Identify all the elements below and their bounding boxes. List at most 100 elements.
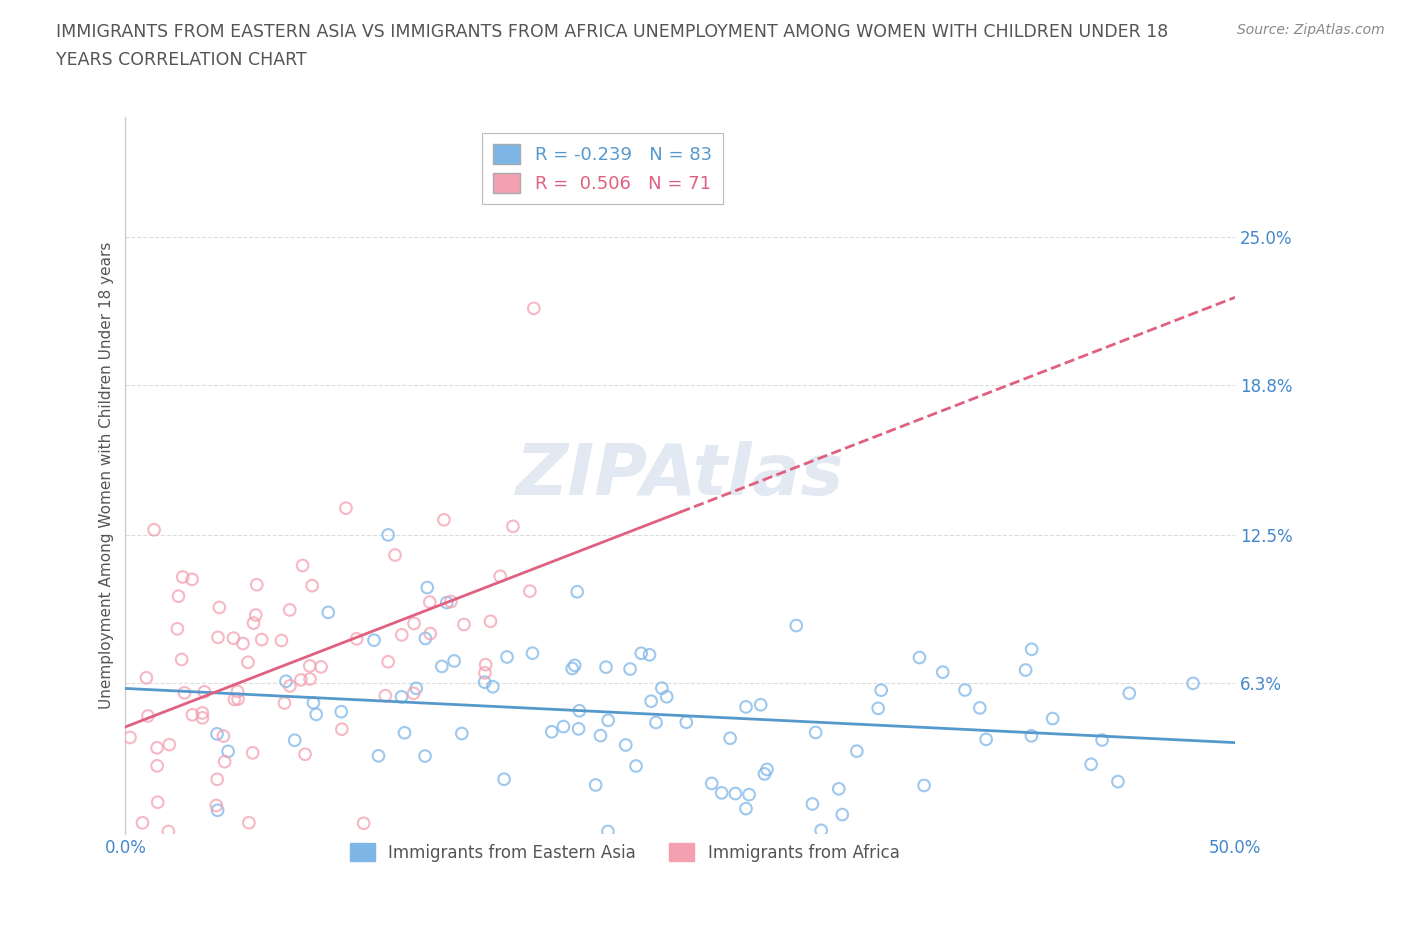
Point (222, 631, 245, 645)
Point (474, 675, 496, 690)
Point (377, 655, 399, 670)
Point (969, 700, 991, 715)
Point (217, 744, 239, 759)
Point (172, 569, 194, 584)
Point (868, 701, 890, 716)
Point (330, 704, 353, 719)
Point (226, 684, 249, 698)
Point (482, 679, 505, 694)
Point (238, 816, 260, 830)
Point (756, 762, 779, 777)
Y-axis label: Unemployment Among Women with Children Under 18 years: Unemployment Among Women with Children U… (100, 242, 114, 710)
Point (191, 706, 214, 721)
Point (250, 632, 273, 647)
Point (143, 523, 166, 538)
Point (595, 659, 617, 674)
Point (1091, 733, 1114, 748)
Point (443, 654, 465, 669)
Point (274, 674, 297, 689)
Point (630, 645, 652, 660)
Text: YEARS CORRELATION CHART: YEARS CORRELATION CHART (56, 51, 307, 69)
Point (193, 684, 215, 699)
Point (655, 689, 678, 704)
Point (305, 707, 328, 722)
Legend: Immigrants from Eastern Asia, Immigrants from Africa: Immigrants from Eastern Asia, Immigrants… (343, 836, 907, 869)
Point (214, 754, 236, 769)
Point (436, 595, 458, 610)
Point (246, 578, 269, 592)
Point (494, 772, 516, 787)
Point (416, 580, 439, 595)
Point (291, 558, 314, 573)
Point (749, 698, 772, 712)
Point (309, 659, 332, 674)
Point (645, 715, 668, 730)
Point (440, 594, 463, 609)
Point (624, 759, 647, 774)
Point (489, 569, 512, 584)
Point (614, 737, 637, 752)
Point (675, 715, 697, 730)
Point (224, 692, 246, 707)
Point (419, 626, 441, 641)
Point (191, 711, 214, 725)
Point (294, 747, 316, 762)
Point (118, 730, 141, 745)
Point (207, 803, 229, 817)
Point (135, 671, 157, 685)
Point (540, 724, 562, 739)
Point (474, 658, 496, 672)
Point (1042, 711, 1064, 726)
Point (596, 824, 619, 839)
Point (496, 649, 519, 664)
Point (502, 519, 524, 534)
Point (402, 616, 425, 631)
Point (335, 500, 357, 515)
Point (640, 694, 662, 709)
Point (908, 650, 931, 665)
Point (146, 758, 169, 773)
Point (278, 603, 301, 618)
Point (785, 618, 807, 633)
Point (453, 617, 475, 631)
Point (801, 796, 824, 811)
Point (474, 665, 496, 680)
Point (553, 719, 575, 734)
Point (718, 731, 741, 746)
Point (568, 703, 591, 718)
Point (450, 726, 472, 741)
Point (700, 776, 723, 790)
Point (278, 679, 301, 694)
Point (384, 548, 406, 563)
Point (710, 786, 733, 801)
Point (519, 584, 541, 599)
Point (831, 807, 853, 822)
Point (270, 633, 292, 648)
Point (1014, 662, 1036, 677)
Point (724, 786, 747, 801)
Point (561, 661, 583, 676)
Point (367, 749, 389, 764)
Point (157, 737, 180, 752)
Point (804, 725, 827, 740)
Point (242, 616, 264, 631)
Point (212, 728, 235, 743)
Point (845, 744, 868, 759)
Point (1182, 676, 1205, 691)
Point (598, 713, 620, 728)
Point (651, 681, 673, 696)
Point (870, 683, 893, 698)
Point (363, 632, 385, 647)
Point (391, 628, 413, 643)
Point (638, 647, 661, 662)
Point (242, 746, 264, 761)
Point (136, 709, 159, 724)
Point (405, 681, 427, 696)
Point (953, 683, 976, 698)
Point (413, 749, 436, 764)
Point (974, 732, 997, 747)
Point (1118, 685, 1140, 700)
Point (353, 816, 375, 830)
Point (828, 781, 851, 796)
Point (170, 652, 193, 667)
